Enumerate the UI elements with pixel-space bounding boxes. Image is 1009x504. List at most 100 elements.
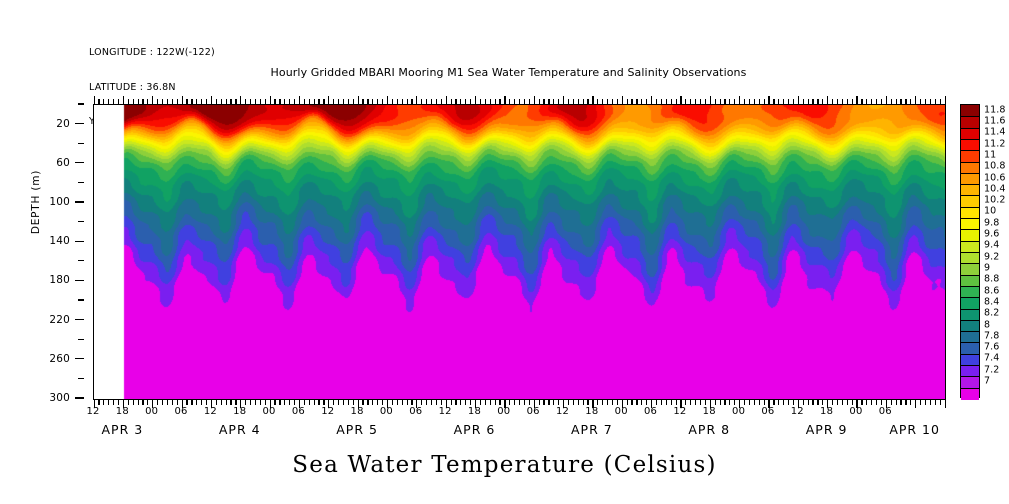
x-axis-minor-tick	[245, 399, 247, 405]
x-axis-minor-tick	[548, 399, 550, 405]
x-axis-major-tick-top	[416, 96, 418, 105]
colorbar-separator	[961, 263, 979, 265]
x-axis-minor-tick	[489, 399, 491, 405]
x-axis-minor-tick	[127, 399, 129, 405]
x-axis-minor-tick-top	[176, 99, 178, 105]
x-axis-minor-tick	[274, 399, 276, 405]
x-axis-minor-tick-top	[430, 99, 433, 105]
x-axis-minor-tick-top	[822, 99, 824, 105]
x-axis-minor-tick-top	[254, 99, 257, 105]
x-axis-minor-tick-top	[602, 99, 604, 105]
y-axis-labels: 20 60 100 140 180 220 260 300	[0, 103, 84, 404]
colorbar-separator	[961, 184, 979, 186]
x-axis-minor-tick	[289, 399, 291, 405]
x-axis-minor-tick	[714, 399, 716, 405]
x-axis-minor-tick-top	[675, 99, 677, 105]
colorbar-band	[961, 218, 979, 230]
longitude-text: LONGITUDE : 122W(-122)	[89, 47, 215, 58]
x-axis-minor-tick-top	[289, 99, 291, 105]
x-axis-minor-tick-top	[230, 99, 232, 105]
x-axis-minor-tick-top	[347, 99, 349, 105]
colorbar-band	[961, 297, 979, 310]
x-axis-major-tick	[797, 399, 799, 408]
colorbar-band	[961, 285, 979, 298]
x-axis-major-tick-top	[122, 96, 125, 105]
colorbar-band	[961, 172, 979, 185]
x-axis-minor-tick	[250, 399, 252, 405]
x-axis-major-tick-top	[944, 96, 946, 105]
x-axis-major-tick-top	[709, 96, 711, 105]
x-axis-day-label: APR 8	[688, 422, 731, 437]
x-axis-minor-tick-top	[421, 99, 423, 105]
x-axis-minor-tick	[303, 399, 305, 405]
colorbar-band	[961, 116, 979, 129]
x-axis-minor-tick-top	[465, 99, 467, 105]
colorbar-separator	[961, 138, 979, 140]
y-axis-minor-tick	[78, 221, 84, 223]
y-axis-tick-label: 100	[49, 196, 70, 208]
x-axis-major-tick-top	[474, 96, 477, 105]
x-axis-minor-tick	[753, 399, 755, 405]
x-axis-major-tick	[122, 399, 125, 408]
colorbar-separator	[961, 116, 979, 118]
x-axis-major-tick-top	[563, 96, 565, 105]
x-axis-minor-tick	[215, 399, 217, 405]
colorbar-separator	[961, 308, 979, 310]
colorbar-tick-label: 7.2	[984, 364, 1000, 376]
y-axis-minor-tick	[78, 123, 84, 125]
x-axis-hour-label: 12	[673, 406, 687, 417]
x-axis-day-label: APR 4	[218, 422, 261, 437]
x-axis-major-tick	[592, 399, 594, 408]
colorbar-band	[961, 274, 979, 287]
x-axis-minor-tick-top	[753, 99, 755, 105]
x-axis-minor-tick-top	[763, 99, 765, 105]
x-axis-major-tick-top	[739, 96, 741, 105]
x-axis-minor-tick	[98, 399, 100, 405]
x-axis-minor-tick-top	[934, 99, 936, 105]
x-axis-minor-tick-top	[523, 99, 526, 105]
x-axis-minor-tick	[641, 399, 643, 405]
x-axis-minor-tick	[235, 399, 237, 405]
x-axis-minor-tick-top	[137, 99, 139, 105]
x-axis-minor-tick	[494, 399, 496, 405]
x-axis-minor-tick	[479, 399, 482, 405]
temperature-contour-field	[94, 105, 945, 399]
x-axis-minor-tick	[626, 399, 628, 405]
x-axis-minor-tick	[748, 399, 751, 405]
contour-plot[interactable]	[93, 96, 946, 408]
x-axis-minor-tick-top	[279, 99, 281, 105]
x-axis-minor-tick-top	[665, 99, 667, 105]
x-axis-minor-tick	[895, 399, 897, 405]
y-axis-minor-tick	[78, 260, 84, 262]
x-axis-minor-tick	[396, 399, 398, 405]
colorbar-band	[961, 138, 979, 151]
x-axis-minor-tick	[225, 399, 227, 405]
x-axis-major-tick-top	[680, 96, 682, 105]
x-axis-minor-tick	[900, 399, 902, 405]
x-axis-minor-tick-top	[519, 99, 521, 105]
x-axis-minor-tick	[230, 399, 232, 405]
colorbar-separator	[961, 331, 979, 333]
x-axis-minor-tick	[890, 399, 892, 405]
x-axis-hour-label: 00	[614, 406, 628, 417]
x-axis-minor-tick-top	[377, 99, 379, 105]
colorbar-band	[961, 353, 979, 366]
x-axis-minor-tick-top	[196, 99, 198, 105]
x-axis-hour-label: 00	[145, 406, 159, 417]
x-axis-major-tick	[152, 399, 154, 408]
x-axis-minor-tick-top	[113, 99, 115, 105]
colorbar-separator	[961, 218, 979, 220]
colorbar-band	[961, 105, 979, 117]
x-axis-hour-label: 12	[86, 406, 100, 417]
x-axis-minor-tick	[607, 399, 609, 405]
x-axis-minor-tick-top	[147, 99, 149, 105]
x-axis-minor-tick-top	[910, 99, 912, 105]
x-axis-minor-tick-top	[191, 99, 193, 105]
x-axis-minor-tick	[519, 399, 521, 405]
x-axis-minor-tick-top	[871, 99, 873, 105]
x-axis-major-tick	[474, 399, 477, 408]
x-axis-minor-tick	[186, 399, 188, 405]
x-axis-minor-tick	[572, 399, 574, 405]
x-axis-minor-tick	[743, 399, 746, 405]
x-axis-minor-tick-top	[108, 99, 110, 105]
